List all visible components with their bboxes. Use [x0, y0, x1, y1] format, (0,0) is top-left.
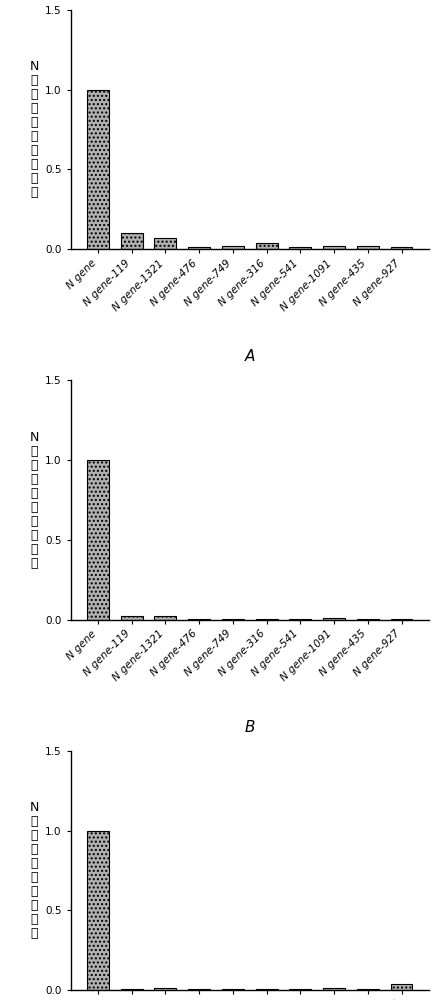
Bar — [154, 616, 176, 620]
Bar — [121, 233, 143, 249]
Bar — [121, 616, 143, 620]
Y-axis label: N
基
因
的
相
对
表
达
水
平: N 基 因 的 相 对 表 达 水 平 — [29, 801, 38, 940]
Bar — [391, 984, 412, 990]
Bar — [323, 988, 345, 990]
Bar — [391, 247, 412, 249]
Bar — [357, 246, 379, 249]
Y-axis label: N
基
因
的
相
对
表
达
水
平: N 基 因 的 相 对 表 达 水 平 — [29, 431, 38, 570]
Bar — [154, 988, 176, 990]
Bar — [87, 831, 109, 990]
Bar — [222, 246, 244, 249]
Bar — [290, 247, 311, 249]
Text: A: A — [244, 349, 255, 364]
Bar — [255, 243, 278, 249]
Y-axis label: N
基
因
的
相
对
表
达
水
平: N 基 因 的 相 对 表 达 水 平 — [29, 60, 38, 199]
Bar — [323, 618, 345, 620]
Text: B: B — [244, 720, 255, 735]
Bar — [87, 90, 109, 249]
Bar — [323, 246, 345, 249]
Bar — [188, 247, 210, 249]
Bar — [154, 238, 176, 249]
Bar — [87, 460, 109, 620]
